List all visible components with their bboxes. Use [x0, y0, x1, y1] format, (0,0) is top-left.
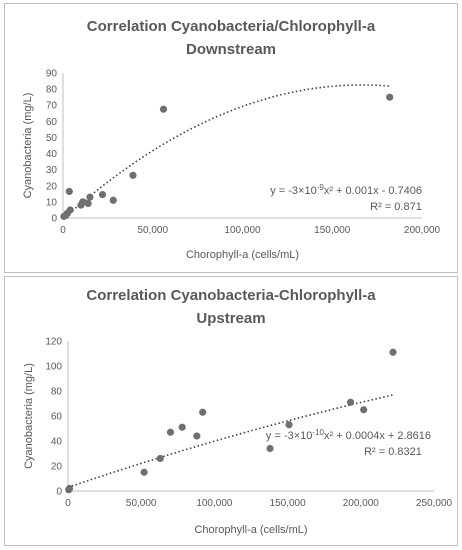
y-tick-label: 60 [51, 412, 63, 423]
data-point [84, 199, 92, 208]
x-axis-label: Chorophyll-a (cells/mL) [186, 249, 299, 261]
y-tick-label: 50 [46, 133, 58, 144]
y-tick-label: 120 [45, 337, 62, 348]
data-point [178, 423, 186, 431]
data-point [386, 93, 394, 101]
y-tick-label: 80 [46, 85, 58, 96]
data-point [98, 191, 107, 199]
data-point [360, 406, 368, 414]
x-tick-label: 200,000 [404, 225, 441, 236]
chart-downstream: Correlation Cyanobacteria/Chlorophyll-a D… [22, 18, 441, 261]
data-point [166, 428, 175, 436]
x-tick-label: 50,000 [137, 225, 168, 236]
x-tick-label: 200,000 [343, 498, 380, 509]
chart-panel-downstream: Correlation Cyanobacteria/Chlorophyll-a D… [4, 3, 458, 273]
chart-upstream: Correlation Cyanobacteria-Chlorophyll-a U… [23, 287, 453, 536]
data-point [285, 421, 293, 429]
y-tick-label: 20 [51, 462, 63, 473]
y-tick-label: 100 [45, 362, 62, 373]
chart-title-line: Correlation Cyanobacteria-Chlorophyll-a [86, 287, 376, 304]
y-tick-label: 0 [51, 214, 57, 225]
x-tick-label: 50,000 [126, 498, 157, 509]
data-point [66, 206, 74, 214]
x-tick-label: 100,000 [224, 225, 261, 236]
y-tick-label: 20 [46, 181, 58, 192]
chart-title-line: Downstream [186, 41, 276, 58]
data-point [65, 484, 74, 493]
x-tick-label: 100,000 [196, 498, 233, 509]
x-tick-label: 250,000 [416, 498, 453, 509]
y-axis-label: Cyanobacteria (mg/L) [22, 93, 34, 199]
y-tick-label: 90 [46, 69, 58, 80]
chart-title-line: Correlation Cyanobacteria/Chlorophyll-a [87, 18, 376, 35]
x-axis-label: Chorophyll-a (cells/mL) [194, 524, 307, 536]
data-point [65, 187, 73, 196]
data-point [199, 408, 207, 416]
trend-equation: y = -3×10-9x² + 0.001x - 0.7406 [270, 183, 422, 197]
data-point [109, 196, 117, 204]
data-point [156, 454, 164, 463]
r-squared-label: R² = 0.871 [370, 201, 422, 213]
data-point [140, 468, 148, 476]
x-tick-label: 0 [65, 498, 71, 509]
data-point [346, 398, 355, 406]
data-point [266, 444, 274, 453]
trend-equation: y = -3×10-10x² + 0.0004x + 2.8616 [266, 428, 431, 442]
y-axis-label: Cyanobacteria (mg/L) [23, 363, 35, 469]
y-tick-label: 0 [56, 487, 62, 498]
y-tick-label: 30 [46, 165, 58, 176]
x-tick-label: 0 [60, 225, 66, 236]
trendline [67, 394, 394, 489]
y-tick-label: 10 [46, 197, 58, 208]
y-tick-label: 40 [51, 437, 63, 448]
data-point [389, 348, 397, 356]
chart-title-line: Upstream [196, 310, 265, 327]
y-tick-label: 60 [46, 117, 58, 128]
chart-panel-upstream: Correlation Cyanobacteria-Chlorophyll-a U… [4, 276, 458, 546]
data-point [159, 105, 168, 113]
r-squared-label: R² = 0.8321 [364, 446, 422, 458]
x-tick-label: 150,000 [314, 225, 351, 236]
data-point [86, 193, 94, 201]
y-tick-label: 80 [51, 387, 63, 398]
data-point [129, 171, 137, 179]
data-point [193, 432, 201, 440]
x-tick-label: 150,000 [270, 498, 307, 509]
y-tick-label: 40 [46, 149, 58, 160]
y-tick-label: 70 [46, 101, 58, 112]
